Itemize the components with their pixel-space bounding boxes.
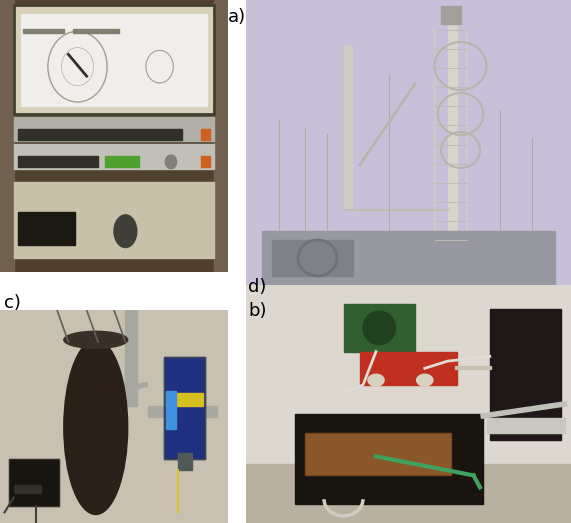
Bar — [9, 459, 59, 506]
Bar — [18, 212, 75, 245]
Bar — [246, 463, 571, 523]
Bar — [246, 285, 571, 463]
Bar — [18, 156, 98, 167]
Bar — [23, 29, 64, 32]
Bar — [0, 0, 14, 272]
Circle shape — [368, 374, 384, 386]
Bar — [448, 6, 457, 264]
Bar — [304, 433, 451, 475]
Bar — [14, 144, 214, 168]
Bar — [178, 453, 191, 470]
Ellipse shape — [64, 331, 128, 348]
Bar — [486, 418, 565, 433]
Bar — [105, 156, 139, 167]
Text: a): a) — [228, 8, 246, 26]
Bar — [148, 406, 216, 416]
Bar — [164, 357, 205, 459]
Bar — [441, 6, 460, 24]
Bar — [14, 117, 214, 141]
Circle shape — [165, 155, 176, 168]
Ellipse shape — [64, 340, 128, 515]
Bar — [166, 393, 203, 406]
Bar — [200, 156, 210, 167]
Bar — [295, 414, 483, 504]
Bar — [166, 391, 175, 429]
Bar — [18, 129, 182, 140]
Ellipse shape — [114, 215, 137, 247]
Bar — [344, 304, 415, 351]
Bar — [272, 240, 353, 276]
Bar — [9, 459, 59, 506]
Bar — [304, 433, 451, 475]
Bar — [344, 45, 352, 210]
Bar — [73, 29, 119, 32]
Circle shape — [417, 374, 433, 386]
Bar — [262, 231, 555, 285]
Ellipse shape — [363, 311, 396, 345]
Text: c): c) — [4, 294, 21, 312]
Bar — [164, 357, 205, 459]
Bar — [14, 5, 214, 114]
Bar — [14, 182, 214, 258]
Bar — [490, 309, 561, 440]
Bar — [126, 310, 137, 406]
Bar — [14, 5, 214, 114]
Bar — [360, 351, 457, 385]
Text: d): d) — [248, 278, 267, 296]
Bar — [200, 129, 210, 140]
Bar — [214, 0, 228, 272]
Text: b): b) — [248, 302, 267, 320]
Bar — [14, 485, 41, 493]
Bar — [21, 14, 207, 106]
